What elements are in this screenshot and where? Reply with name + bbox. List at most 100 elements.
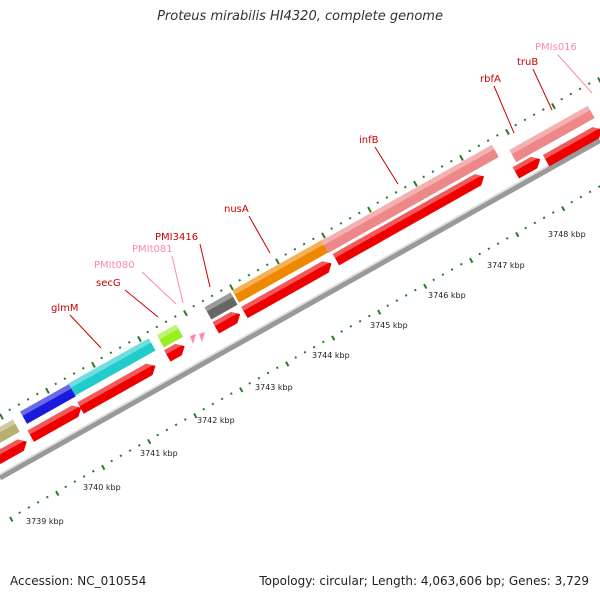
upper-tick-mark [54, 382, 58, 386]
backbone-line [0, 138, 600, 481]
lower-tick-mark [64, 485, 68, 489]
lower-tick-mark [18, 511, 22, 515]
feature-track [0, 105, 600, 465]
upper-tick-mark [505, 128, 510, 136]
lower-tick-mark [413, 288, 417, 292]
lower-tick-mark [55, 490, 60, 496]
genome-backbone [0, 135, 600, 481]
upper-tick-mark [403, 185, 407, 189]
upper-tick-mark [91, 361, 96, 368]
leader-line [374, 146, 399, 185]
leader-line [199, 243, 211, 288]
leader-line [493, 85, 515, 134]
upper-tick-mark [183, 310, 188, 317]
upper-tick-mark [256, 268, 260, 272]
leader-line [557, 54, 593, 94]
lower-tick-mark [193, 413, 198, 419]
gene-label-rbfa: rbfA [480, 74, 501, 85]
scale-labels: 3739 kbp 3740 kbp 3741 kbp 3742 kbp 3743 kbp… [26, 230, 586, 526]
lower-tick-mark [202, 407, 206, 411]
gene-label-pmis016: PMIs016 [535, 42, 577, 53]
upper-tick-mark [551, 102, 556, 110]
upper-tick-mark [477, 144, 481, 148]
lower-tick-mark [156, 433, 160, 437]
upper-tick-mark [367, 206, 372, 213]
upper-tick-mark [265, 263, 269, 267]
lower-tick-mark [515, 231, 520, 238]
leader-line [532, 68, 553, 111]
feature-lime [156, 324, 184, 348]
upper-tick-mark [284, 253, 288, 256]
feature-olive [0, 419, 20, 445]
gene-label-secg: secG [96, 278, 121, 289]
lower-tick-mark [119, 454, 123, 458]
lower-tick-mark [91, 469, 95, 473]
lower-tick-mark [183, 418, 187, 421]
upper-tick-mark [229, 284, 234, 291]
upper-tick-mark [109, 351, 113, 355]
upper-tick-mark [569, 92, 573, 96]
upper-tick-mark [385, 196, 389, 199]
leader-line [171, 255, 184, 304]
leader-line [248, 215, 271, 254]
lower-tick-mark [294, 356, 298, 359]
upper-tick-mark [514, 123, 518, 127]
upper-tick-mark [587, 82, 591, 86]
leader-line [141, 271, 177, 305]
upper-tick-mark [495, 134, 499, 137]
upper-tick-mark [532, 113, 536, 117]
scale-label: 3739 kbp [26, 517, 64, 526]
upper-tick-mark [45, 387, 50, 394]
upper-tick-mark [210, 294, 214, 298]
lower-tick-mark [101, 464, 106, 471]
lower-tick-mark [423, 283, 428, 289]
lower-tick-mark [82, 475, 86, 478]
lower-tick-mark [496, 242, 500, 245]
upper-tick-mark [376, 201, 380, 205]
lower-tick-mark [312, 345, 316, 349]
upper-tick-mark [330, 227, 334, 230]
gene-label-pmi3416: PMI3416 [155, 232, 198, 243]
lower-tick-mark [533, 221, 537, 225]
lower-tick-mark [570, 200, 574, 204]
upper-tick-mark [440, 165, 444, 168]
lower-tick-mark [275, 366, 279, 370]
lower-tick-mark [450, 268, 454, 271]
lower-tick-mark [441, 273, 445, 276]
upper-tick-mark [137, 335, 142, 343]
trna-marker-1 [190, 334, 196, 344]
upper-tick-mark [63, 377, 67, 381]
lower-tick-mark [561, 205, 566, 212]
upper-tick-mark [394, 190, 398, 194]
upper-tick-mark [72, 372, 76, 375]
upper-tick-mark [486, 139, 490, 142]
upper-tick-mark [192, 304, 196, 308]
upper-tick-mark [238, 278, 242, 282]
lower-tick-mark [432, 278, 436, 282]
upper-tick-mark [449, 159, 453, 163]
feature-gray [204, 292, 238, 320]
gene-label-pmit080: PMIt080 [94, 260, 135, 271]
feature-pink-right [509, 105, 595, 163]
genome-summary-text: Topology: circular; Length: 4,063,606 bp… [259, 574, 589, 588]
upper-tick-mark [118, 346, 122, 349]
upper-tick-mark [311, 237, 315, 241]
feature-orange [232, 239, 330, 303]
cds-4 [164, 340, 185, 362]
map-title: Proteus mirabilis HI4320, complete genom… [157, 9, 443, 24]
upper-tick-mark [35, 392, 39, 396]
gene-label-infb: infB [359, 135, 379, 146]
upper-tick-mark [293, 247, 297, 251]
upper-tick-mark [348, 216, 352, 220]
scale-label: 3746 kbp [428, 291, 466, 300]
upper-tick-mark [219, 289, 223, 293]
scale-label: 3747 kbp [487, 261, 525, 270]
scale-label: 3740 kbp [83, 483, 121, 492]
lower-tick-mark [110, 459, 114, 463]
feature-cyan [68, 338, 156, 396]
upper-tick-mark [100, 356, 104, 360]
scale-label: 3742 kbp [197, 416, 235, 425]
lower-tick-mark [45, 495, 49, 499]
